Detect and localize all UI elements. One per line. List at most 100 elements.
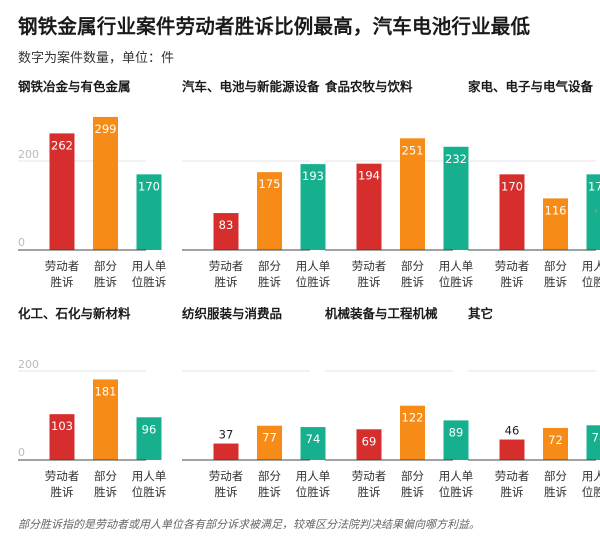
bar-worker-win [213,443,239,460]
category-label: 部分 [401,469,424,483]
panel-title: 化工、石化与新材料 [18,306,131,321]
bar-worker-win [356,163,382,250]
y-tick-label: 200 [18,148,39,161]
bar-worker-win [49,414,75,460]
bar-value-label: 194 [358,169,380,183]
category-label: 胜诉 [358,485,381,499]
bar-value-label: 193 [302,169,324,183]
category-label: 位胜诉 [439,275,474,289]
category-label: 胜诉 [258,275,281,289]
category-label: 用人单 [439,469,474,483]
bar-value-label: 72 [548,433,563,447]
bar-value-label: 116 [545,203,567,217]
bar-partial-win [543,198,568,250]
category-label: 位胜诉 [296,275,331,289]
bar-employer-win [300,164,326,250]
bar-worker-win [49,133,75,250]
category-label: 部分 [401,259,424,273]
bar-partial-win [93,379,118,460]
category-label: 胜诉 [501,485,524,499]
bar-value-label: 232 [445,152,467,166]
chart-title: 钢铁金属行业案件劳动者胜诉比例最高，汽车电池行业最低 [18,15,531,38]
category-label: 用人单 [439,259,474,273]
category-label: 劳动者 [352,469,387,483]
bar-value-label: 175 [259,177,281,191]
bar-partial-win [400,405,425,460]
category-label: 胜诉 [215,485,238,499]
bar-partial-win [543,427,568,460]
bar-value-label: 37 [219,428,234,442]
bar-employer-win [443,420,469,460]
panel-title: 其它 [468,306,493,321]
bar-value-label: 170 [138,179,160,193]
bar-value-label: 122 [402,411,424,425]
category-label: 部分 [94,259,117,273]
category-label: 部分 [258,259,281,273]
bar-value-label: 251 [402,143,424,157]
panel-title: 家电、电子与电气设备 [468,79,594,94]
bar-employer-win [300,427,326,460]
bar-value-label: 170 [501,179,523,193]
panel-title: 食品农牧与饮料 [324,79,413,94]
category-label: 部分 [94,469,117,483]
bar-value-label: 46 [505,424,520,438]
category-label: 胜诉 [401,275,424,289]
bar-value-label: 69 [362,434,377,448]
category-label: 部分 [544,469,567,483]
category-label: 胜诉 [501,275,524,289]
bar-employer-win [136,417,162,460]
panel-title: 机械装备与工程机械 [325,306,438,321]
bar-worker-win [213,213,239,250]
y-tick-label: 0 [18,446,25,459]
panel-title: 钢铁冶金与有色金属 [18,79,131,94]
bar-value-label: 170 [588,179,600,193]
bar-value-label: 89 [449,425,464,439]
category-label: 位胜诉 [439,485,474,499]
category-label: 劳动者 [495,259,530,273]
category-label: 位胜诉 [582,275,600,289]
category-label: 胜诉 [258,485,281,499]
category-label: 劳动者 [495,469,530,483]
category-label: 位胜诉 [132,275,167,289]
category-label: 胜诉 [94,485,117,499]
category-label: 部分 [544,259,567,273]
bar-worker-win [499,174,525,250]
category-label: 位胜诉 [296,485,331,499]
category-label: 劳动者 [209,469,244,483]
chart-subtitle: 数字为案件数量，单位：件 [18,51,175,66]
category-label: 胜诉 [358,275,381,289]
bar-value-label: 83 [219,218,234,232]
category-label: 胜诉 [401,485,424,499]
y-tick-label: 200 [18,358,39,371]
category-label: 胜诉 [51,275,74,289]
bar-value-label: 74 [306,432,321,446]
category-label: 部分 [258,469,281,483]
category-label: 劳动者 [45,259,80,273]
bar-employer-win [136,174,162,250]
bar-value-label: 103 [51,419,73,433]
y-tick-label: 0 [18,236,25,249]
category-label: 胜诉 [215,275,238,289]
bar-worker-win [499,439,525,460]
category-label: 用人单 [582,469,600,483]
bar-value-label: 96 [142,422,157,436]
category-label: 用人单 [296,259,331,273]
category-label: 胜诉 [51,485,74,499]
panel-title: 汽车、电池与新能源设备 [182,79,320,94]
bar-employer-win [443,146,469,250]
bar-partial-win [257,425,282,460]
category-label: 用人单 [582,259,600,273]
category-label: 胜诉 [544,485,567,499]
bar-employer-win [586,174,600,250]
bar-worker-win [356,429,382,460]
category-label: 劳动者 [352,259,387,273]
category-label: 胜诉 [94,275,117,289]
